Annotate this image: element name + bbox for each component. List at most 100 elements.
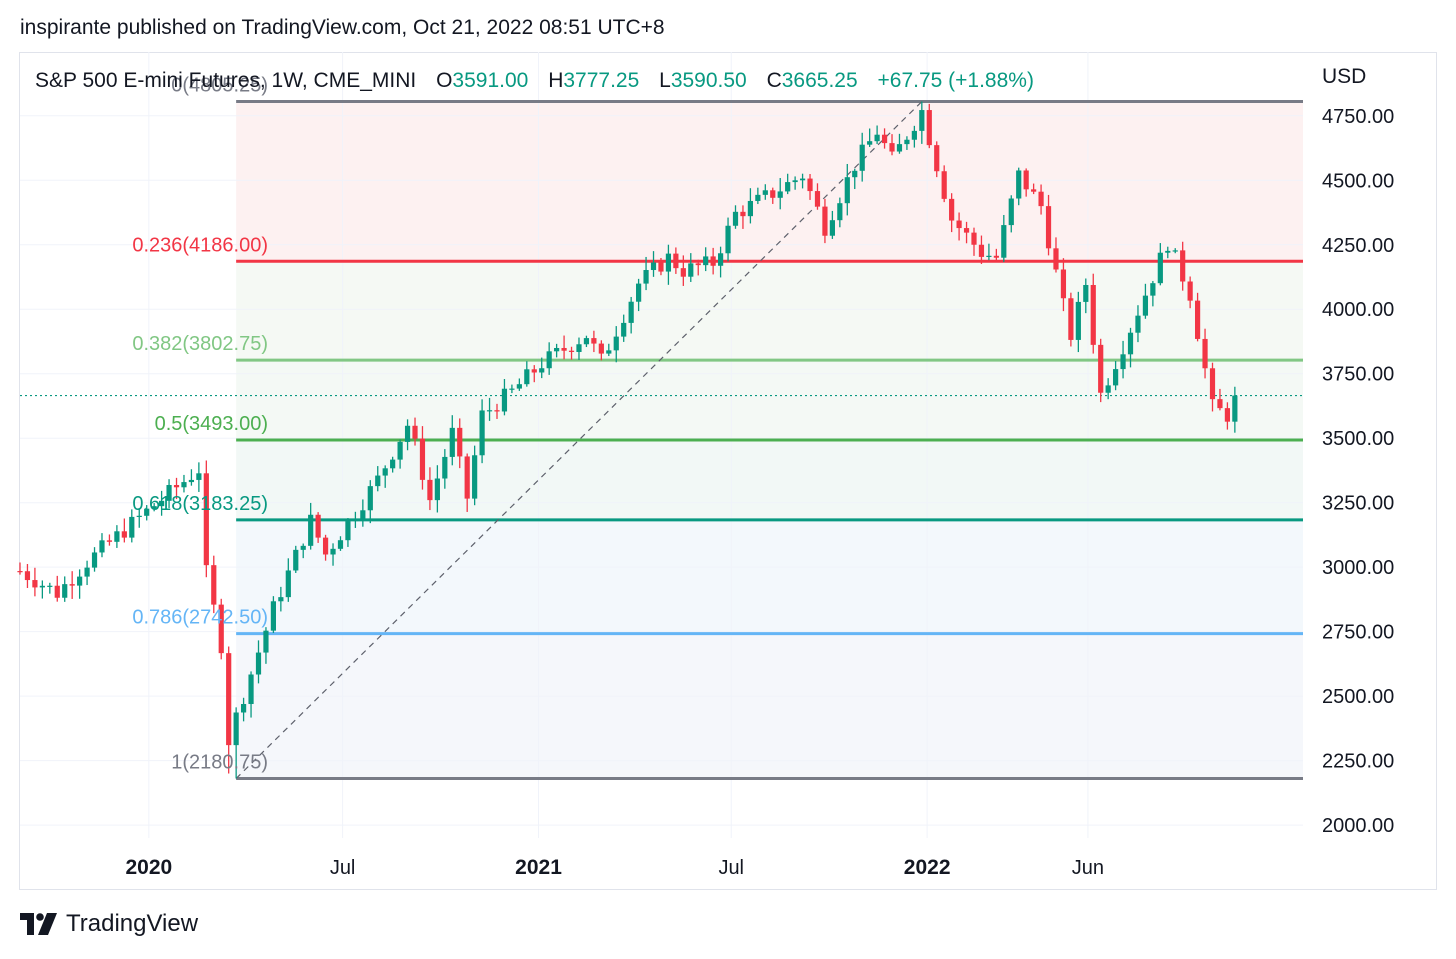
candle-147 — [1113, 360, 1119, 391]
candle-body-53 — [412, 425, 418, 439]
candle-body-20 — [166, 485, 172, 501]
candle-body-68 — [524, 369, 530, 385]
candle-body-75 — [576, 344, 582, 352]
price-tick-7: 3750.00 — [1322, 364, 1394, 386]
candle-body-46 — [360, 510, 366, 520]
candle-141 — [1068, 292, 1074, 347]
candle-body-157 — [1187, 281, 1193, 301]
candle-24 — [196, 462, 202, 492]
candle-body-127 — [963, 228, 970, 233]
candle-body-155 — [1172, 250, 1178, 252]
candle-body-83 — [636, 283, 642, 302]
candle-body-117 — [889, 143, 895, 152]
candle-38 — [300, 543, 306, 559]
candle-body-143 — [1083, 284, 1089, 302]
candle-body-61 — [472, 455, 478, 499]
candle-74 — [568, 346, 575, 360]
brand-name: TradingView — [66, 910, 199, 937]
grid-lines — [20, 52, 1303, 838]
candle-97 — [740, 205, 746, 229]
candle-body-71 — [546, 351, 552, 369]
candle-98 — [747, 188, 754, 224]
candle-body-64 — [494, 410, 500, 412]
candle-body-32 — [255, 652, 262, 675]
candle-7 — [69, 571, 75, 599]
candle-117 — [889, 134, 895, 156]
candle-58 — [449, 415, 455, 466]
candle-body-118 — [896, 144, 903, 152]
candle-body-12 — [106, 540, 113, 542]
candle-body-134 — [1016, 170, 1022, 199]
candle-150 — [1135, 305, 1141, 343]
candle-33 — [263, 627, 269, 664]
candle-157 — [1187, 276, 1193, 309]
candle-31 — [248, 671, 254, 718]
time-axis[interactable]: 2020 Jul 2021 Jul 2022 Jun — [125, 856, 1104, 879]
candle-68 — [524, 361, 530, 387]
candle-body-76 — [583, 338, 590, 345]
candle-body-57 — [442, 456, 448, 479]
candle-154 — [1165, 246, 1171, 259]
candle-95 — [725, 217, 731, 262]
candle-body-39 — [308, 514, 314, 546]
candle-body-43 — [337, 540, 344, 549]
candle-9 — [84, 560, 90, 586]
candle-46 — [360, 499, 366, 527]
candle-body-120 — [911, 130, 917, 140]
candle-156 — [1180, 241, 1186, 291]
candle-body-113 — [859, 144, 865, 171]
candle-body-139 — [1053, 248, 1059, 270]
candle-100 — [762, 184, 768, 200]
candle-113 — [859, 132, 865, 182]
candle-body-100 — [762, 190, 768, 195]
candle-105 — [799, 173, 806, 189]
price-tick-2: 2500.00 — [1322, 686, 1394, 708]
candle-14 — [121, 518, 127, 543]
candle-40 — [315, 512, 321, 543]
candle-127 — [963, 221, 970, 244]
candle-body-48 — [375, 475, 381, 487]
candle-body-4 — [47, 585, 53, 587]
candle-35 — [278, 586, 284, 612]
price-tick-0: 2000.00 — [1322, 815, 1394, 837]
candle-body-54 — [419, 438, 426, 480]
tradingview-logo-icon — [20, 913, 57, 935]
candle-body-142 — [1075, 301, 1081, 340]
high-value: 3777.25 — [563, 69, 640, 92]
price-tick-10: 4500.00 — [1322, 170, 1394, 192]
candle-106 — [807, 174, 813, 200]
candle-87 — [665, 244, 672, 285]
fib-label-0.382: 0.382(3802.75) — [132, 333, 268, 355]
candle-body-17 — [144, 508, 150, 516]
candle-64 — [494, 403, 500, 419]
candle-body-101 — [770, 190, 776, 198]
candle-body-147 — [1113, 369, 1119, 386]
candle-99 — [755, 187, 761, 205]
candle-149 — [1127, 327, 1134, 368]
candle-32 — [255, 640, 262, 684]
candle-body-133 — [1008, 198, 1014, 226]
tradingview-brand[interactable]: TradingView — [20, 910, 198, 938]
candle-44 — [345, 518, 351, 547]
candle-body-44 — [345, 521, 351, 541]
candle-134 — [1016, 167, 1022, 206]
candle-73 — [561, 335, 567, 360]
candle-body-70 — [539, 368, 545, 373]
candle-48 — [375, 466, 381, 492]
candle-body-34 — [270, 601, 277, 631]
price-tick-1: 2250.00 — [1322, 751, 1394, 773]
candle-52 — [404, 419, 411, 451]
candle-69 — [531, 365, 537, 383]
candle-body-111 — [844, 177, 850, 204]
candle-118 — [896, 133, 903, 154]
candle-body-5 — [54, 585, 60, 598]
symbol-title: S&P 500 E-mini Futures, 1W, CME_MINI — [35, 69, 417, 92]
price-axis[interactable]: 2000.00 2250.00 2500.00 2750.00 3000.00 3250.… — [1322, 106, 1394, 837]
fib-zone-5 — [236, 633, 1303, 779]
candle-139 — [1053, 237, 1059, 273]
close-value: 3665.25 — [781, 69, 858, 92]
candle-body-106 — [807, 178, 813, 192]
candle-body-38 — [300, 545, 306, 550]
candle-53 — [412, 417, 418, 446]
